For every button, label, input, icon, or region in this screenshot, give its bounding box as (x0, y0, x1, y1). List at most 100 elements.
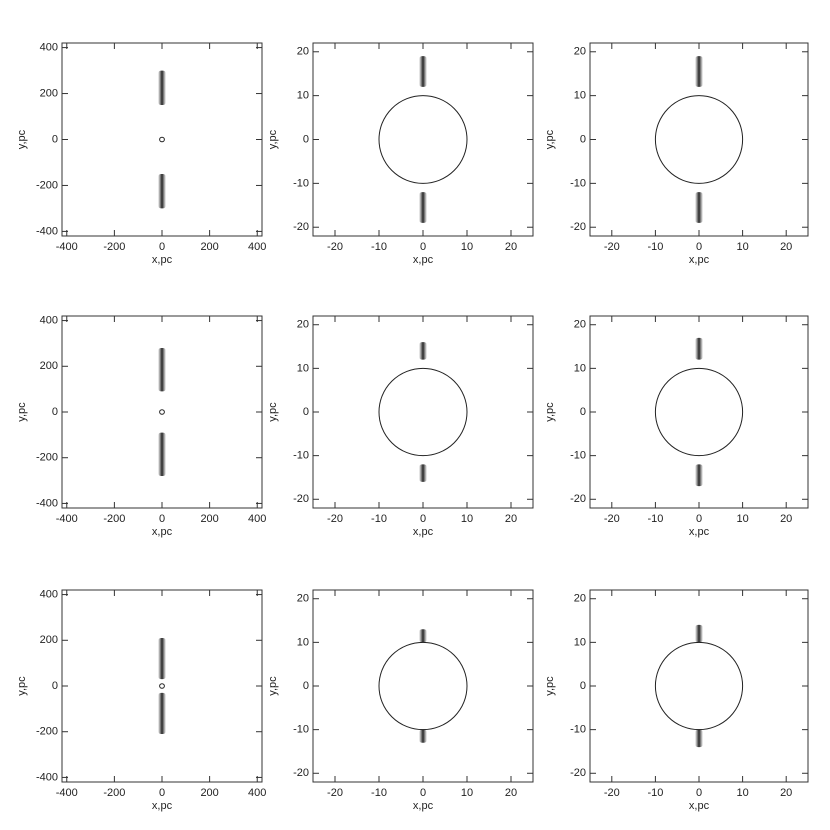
y-tick-label: -10 (570, 724, 586, 736)
x-tick-label: -10 (371, 513, 387, 525)
jet (695, 729, 703, 748)
x-tick-label: -20 (327, 241, 343, 253)
y-tick-label: -10 (293, 177, 309, 189)
y-tick-label: 0 (52, 406, 58, 418)
x-tick-label: 0 (696, 513, 702, 525)
x-tick-label: 20 (505, 513, 517, 525)
y-axis-label: y,pc (16, 129, 28, 149)
x-axis-label: x,pc (689, 254, 710, 266)
y-axis-label: y,pc (267, 676, 279, 696)
y-tick-label: -10 (570, 450, 586, 462)
x-axis-label: x,pc (689, 526, 710, 538)
y-tick-label: -20 (570, 493, 586, 505)
jet (419, 342, 427, 360)
y-tick-label: 20 (574, 46, 586, 58)
y-tick-label: 20 (574, 319, 586, 331)
x-tick-label: 10 (736, 513, 748, 525)
x-axis-label: x,pc (689, 800, 710, 812)
y-tick-label: -400 (36, 225, 58, 237)
y-axis-label: y,pc (267, 129, 279, 149)
x-tick-label: 200 (200, 241, 218, 253)
x-tick-label: -10 (647, 513, 663, 525)
y-tick-label: 0 (303, 133, 309, 145)
x-tick-label: 0 (696, 241, 702, 253)
x-tick-label: -20 (327, 513, 343, 525)
plot-frame (312, 589, 534, 783)
y-tick-label: 200 (40, 87, 58, 99)
jet (419, 56, 427, 87)
x-axis-label: x,pc (152, 800, 173, 812)
jet (695, 624, 703, 643)
x-tick-label: 10 (736, 241, 748, 253)
y-tick-label: -20 (570, 767, 586, 779)
y-tick-label: 0 (303, 680, 309, 692)
y-tick-label: -20 (293, 493, 309, 505)
circle (378, 641, 468, 731)
y-tick-label: -200 (36, 726, 58, 738)
y-tick-label: 20 (297, 593, 309, 605)
x-tick-label: 0 (420, 513, 426, 525)
jet (419, 464, 427, 482)
y-axis-label: y,pc (267, 402, 279, 422)
x-tick-label: 400 (248, 787, 266, 799)
x-tick-label: -20 (604, 241, 620, 253)
x-tick-label: -10 (371, 787, 387, 799)
x-tick-label: 0 (159, 513, 165, 525)
x-tick-label: 200 (200, 513, 218, 525)
x-tick-label: 0 (159, 241, 165, 253)
y-tick-label: 200 (40, 634, 58, 646)
x-tick-label: 20 (505, 787, 517, 799)
y-tick-label: 0 (303, 406, 309, 418)
jet (695, 192, 703, 223)
y-tick-label: -200 (36, 179, 58, 191)
circle (159, 683, 165, 689)
y-tick-label: 10 (574, 90, 586, 102)
y-tick-label: -20 (293, 767, 309, 779)
circle (378, 367, 468, 457)
y-tick-label: -400 (36, 771, 58, 783)
circle (159, 409, 165, 415)
plot-frame (589, 589, 809, 783)
jet (158, 638, 166, 680)
plot-frame (61, 315, 263, 509)
x-tick-label: 10 (461, 787, 473, 799)
y-tick-label: 10 (297, 362, 309, 374)
y-tick-label: 0 (580, 680, 586, 692)
y-axis-label: y,pc (16, 402, 28, 422)
y-tick-label: 0 (580, 133, 586, 145)
x-tick-label: -20 (604, 513, 620, 525)
jet (158, 173, 166, 209)
jet (695, 337, 703, 360)
x-tick-label: 0 (420, 241, 426, 253)
x-tick-label: -200 (103, 241, 125, 253)
y-axis-label: y,pc (544, 676, 556, 696)
y-tick-label: 400 (40, 588, 58, 600)
y-tick-label: 10 (574, 636, 586, 648)
jet (419, 629, 427, 643)
plot-frame (61, 589, 263, 783)
x-tick-label: 10 (736, 787, 748, 799)
x-tick-label: -200 (103, 787, 125, 799)
y-tick-label: 20 (297, 319, 309, 331)
y-axis-label: y,pc (16, 676, 28, 696)
jet (419, 729, 427, 743)
x-tick-label: 10 (461, 241, 473, 253)
x-tick-label: 20 (780, 513, 792, 525)
x-tick-label: -10 (371, 241, 387, 253)
x-tick-label: 20 (505, 241, 517, 253)
circle (654, 641, 744, 731)
jet (695, 56, 703, 87)
x-axis-label: x,pc (413, 254, 434, 266)
jet (695, 464, 703, 487)
jet (158, 692, 166, 734)
y-tick-label: 20 (574, 593, 586, 605)
jet (419, 192, 427, 223)
y-tick-label: -20 (293, 221, 309, 233)
y-tick-label: -400 (36, 497, 58, 509)
x-tick-label: 10 (461, 513, 473, 525)
circle (654, 95, 744, 184)
x-tick-label: -20 (327, 787, 343, 799)
x-tick-label: 0 (696, 787, 702, 799)
jet (158, 70, 166, 106)
